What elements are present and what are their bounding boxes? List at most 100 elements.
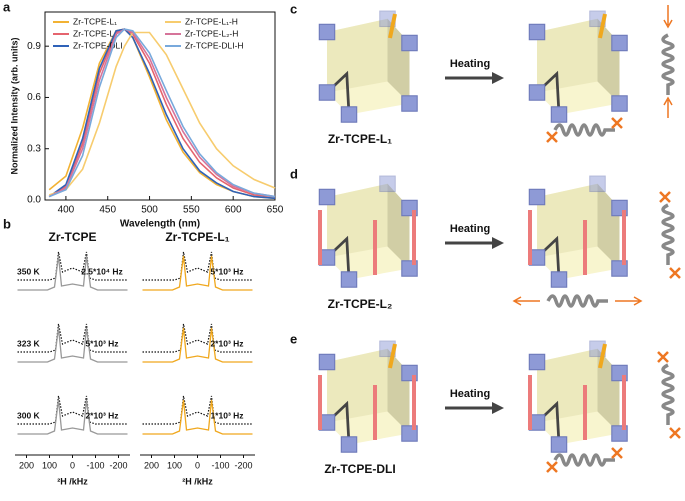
arrow-label: Heating [450,223,490,235]
rate-label: 1*10³ Hz [210,410,243,420]
schemes: c Heating Zr-TCPE-L₁ d Heating Zr-TCPE-L₂ e Hea… [290,1,682,476]
framework-after [527,174,629,289]
x-tick-label: -200 [234,460,252,470]
rate-label: 2*10³ Hz [210,338,243,348]
x-tick-label: 600 [225,205,242,216]
blocked [545,130,559,144]
x-tick-label: 200 [19,460,34,470]
legend-label: Zr-TCPE-L₂ [73,28,117,38]
pillar [598,13,607,39]
scheme-name: Zr-TCPE-DLI [324,462,395,476]
column-title: Zr-TCPE-L₁ [165,230,229,244]
blocked [610,116,624,130]
scheme-name: Zr-TCPE-L₂ [328,297,393,311]
temperature-label: 300 K [17,410,41,420]
framework-before [317,9,419,124]
linker [622,210,626,265]
arrow [512,296,643,306]
legend-label: Zr-TCPE-L₁ [73,16,117,26]
linker [318,375,322,430]
blocked [668,426,682,440]
series-line [48,28,276,198]
x-tick-label: -200 [109,460,127,470]
blocked [668,266,682,280]
x-tick-label: 450 [99,205,116,216]
y-axis-label: Normalized Intensity (arb. units) [9,37,19,174]
x-tick-label: 100 [167,460,182,470]
rotor [546,294,610,308]
rotor [661,203,675,267]
framework-after [527,339,629,454]
framework-before [317,339,419,454]
rotor [661,363,675,427]
blocked [656,350,670,364]
linker [318,210,322,265]
y-tick-label: 0.6 [27,92,41,103]
blocked [545,460,559,474]
arrow-head [492,72,504,84]
x-axis-label: ²H /kHz [182,476,213,486]
x-tick-label: -100 [211,460,229,470]
legend-label: Zr-TCPE-DLI-H [185,40,244,50]
panel-label: d [290,166,298,181]
framework-after [527,9,629,124]
blocked [610,446,624,460]
series-line [48,28,276,198]
rotor [553,123,617,137]
rate-label: 2.5*10⁴ Hz [81,266,123,276]
arrow-label: Heating [450,388,490,400]
x-tick-label: 650 [267,205,284,216]
scheme-name: Zr-TCPE-L₁ [328,132,392,146]
arrow-head [492,402,504,414]
x-tick-label: -100 [86,460,104,470]
legend-label: Zr-TCPE-L₂-H [185,28,238,38]
line-chart: 400 450 500 550 600 650 0.0 0.3 0.6 0.9 Wavelength… [9,11,284,230]
linker [412,210,416,265]
linker [622,375,626,430]
x-tick-label: 0 [195,460,200,470]
panel-label: b [3,216,11,231]
y-tick-label: 0.0 [27,195,41,206]
series-line [48,28,276,198]
series-line [48,31,276,196]
rotor [553,453,617,467]
legend-label: Zr-TCPE-DLI [73,40,123,50]
panel-label: c [290,1,297,16]
rate-label: 5*10³ Hz [210,266,243,276]
x-axis-label: Wavelength (nm) [120,219,200,230]
linker [528,375,532,430]
rotor [661,33,675,97]
plot-frame [44,11,276,201]
framework-before [317,174,419,289]
y-tick-label: 0.3 [27,143,41,154]
x-tick-label: 100 [42,460,57,470]
legend-label: Zr-TCPE-L₁-H [185,16,238,26]
panel-label: e [290,331,297,346]
panel-label: a [3,0,11,14]
x-tick-label: 500 [141,205,158,216]
arrow-head [492,237,504,249]
x-tick-label: 0 [70,460,75,470]
pillar [388,13,397,39]
blocked [658,190,672,204]
temperature-label: 323 K [17,338,41,348]
arrow [663,5,673,118]
nmr-spectra: Zr-TCPE 2.5*10⁴ Hz 350 K 5*10³ Hz 323 K 2*10³… [15,230,255,486]
rate-label: 5*10³ Hz [85,338,118,348]
linker [583,385,587,440]
linker [373,220,377,275]
pillar [598,343,607,369]
x-tick-label: 400 [58,205,75,216]
linker [583,220,587,275]
arrow-label: Heating [450,58,490,70]
linker [373,385,377,440]
series-line [48,28,276,200]
linker [528,210,532,265]
rate-label: 2*10³ Hz [85,410,118,420]
x-tick-label: 550 [183,205,200,216]
y-tick-label: 0.9 [27,41,41,52]
x-axis-label: ²H /kHz [57,476,88,486]
temperature-label: 350 K [17,266,41,276]
linker [412,375,416,430]
